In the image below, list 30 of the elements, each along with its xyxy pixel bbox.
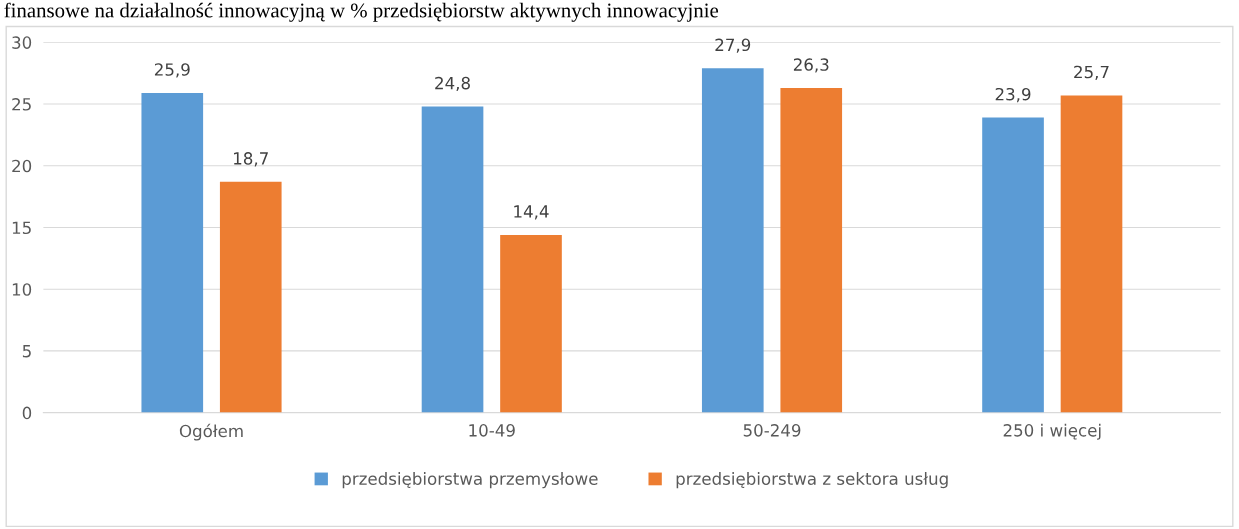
x-tick-label: 50-249 [743,424,801,437]
data-label: 25,9 [154,63,190,78]
x-tick-label: 250 i więcej [1003,423,1101,440]
data-label: 23,9 [995,87,1031,103]
data-label: 27,9 [715,38,751,53]
y-tick-label: 20 [12,159,32,173]
legend-label: przedsiębiorstwa z sektora usług [676,472,948,489]
bar [780,87,843,413]
bar [421,106,484,413]
data-label: 14,4 [514,205,549,220]
data-label: 18,7 [234,152,268,167]
bar [701,68,764,413]
x-tick-label: 10-49 [469,424,515,437]
legend-label: przedsiębiorstwa przemysłowe [342,472,598,489]
bar [219,181,282,413]
data-label: 24,8 [435,76,470,92]
y-tick-label: 5 [22,345,31,358]
y-tick-label: 30 [12,36,32,49]
data-label: 26,3 [793,58,829,73]
y-tick-label: 15 [12,221,31,235]
x-tick-label: Ogółem [179,423,243,441]
y-tick-label: 0 [22,406,32,420]
bar [1060,95,1123,413]
y-tick-label: 25 [12,98,31,111]
y-tick-label: 10 [12,283,32,296]
bar [982,117,1044,413]
bar [141,92,204,413]
bar [500,234,562,413]
data-label: 25,7 [1074,65,1109,80]
chart-title: finansowe na działalność innowacyjną w % przedsiębiorstw aktywnych innowacyjnie [4,2,719,22]
